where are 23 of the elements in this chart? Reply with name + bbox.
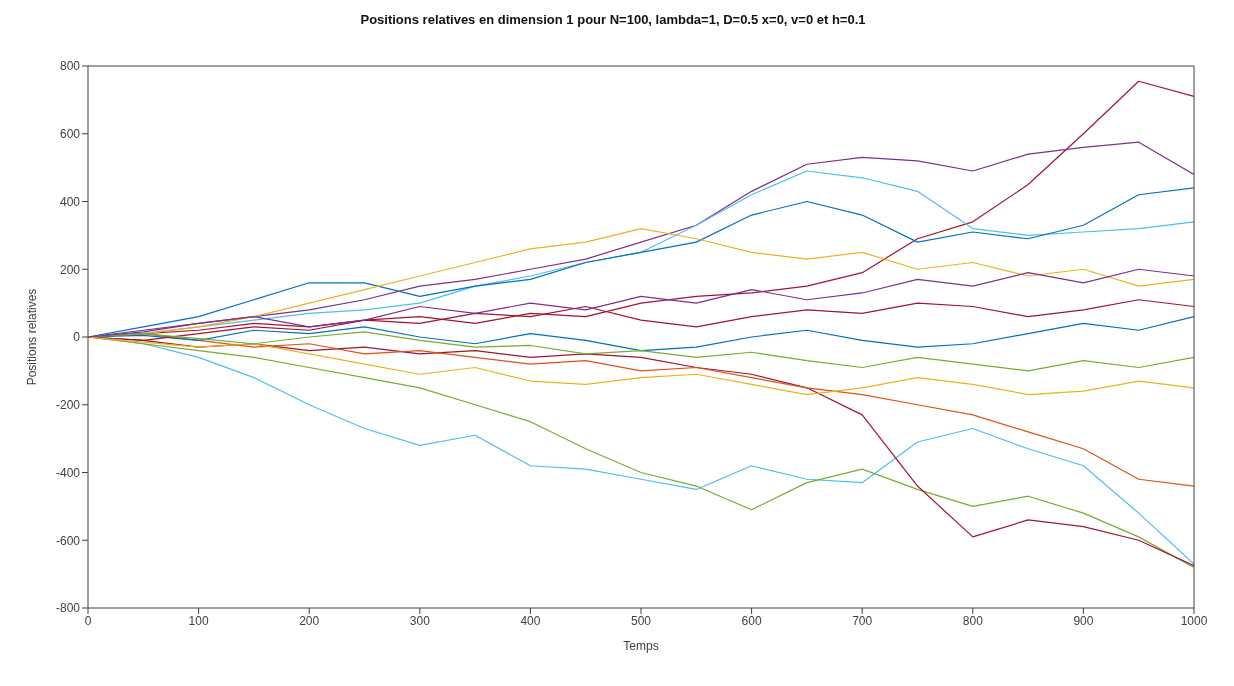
x-axis-title: Temps (623, 639, 659, 653)
x-tick-label: 300 (409, 613, 431, 628)
x-tick-label: 800 (962, 613, 984, 628)
x-tick-label: 200 (299, 613, 320, 628)
y-tick-label: 200 (59, 262, 81, 277)
x-tick-label: 600 (741, 613, 762, 628)
chart-title: Positions relatives en dimension 1 pour N=100, lambda=1, D=0.5 x=0, v=0 et h=0.1 (359, 12, 867, 27)
x-tick-label: 500 (630, 613, 652, 628)
y-tick-label: 400 (59, 194, 81, 209)
y-tick-label: -400 (55, 465, 81, 480)
x-tick-label: 1000 (1180, 613, 1208, 628)
x-tick-label: 100 (188, 613, 209, 628)
y-tick-label: 600 (59, 127, 81, 142)
x-tick-label: 900 (1073, 613, 1094, 628)
y-tick-label: 0 (73, 330, 81, 345)
y-tick-label: -600 (55, 533, 81, 548)
y-tick-label: -200 (55, 398, 81, 413)
y-tick-label: 800 (59, 59, 81, 74)
x-tick-label: 700 (852, 613, 873, 628)
y-axis-title: Positions relatives (25, 288, 40, 386)
x-tick-label: 0 (84, 613, 92, 628)
y-tick-label: -800 (55, 601, 81, 616)
x-tick-label: 400 (520, 613, 541, 628)
